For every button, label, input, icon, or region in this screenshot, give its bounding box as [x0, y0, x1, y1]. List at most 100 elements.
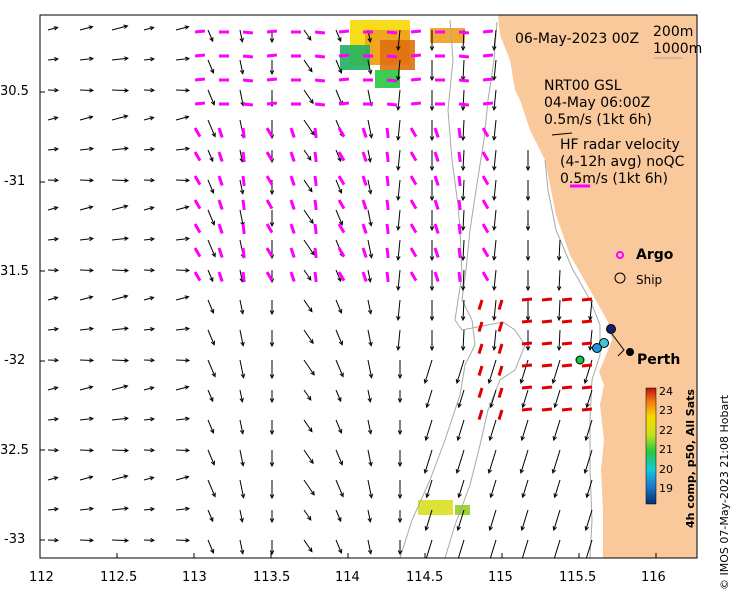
model-arrow-head	[588, 345, 593, 351]
model-arrow	[558, 239, 561, 260]
radar-arrow	[521, 297, 533, 302]
radar-arrow	[385, 271, 390, 283]
model-arrow-head	[492, 315, 497, 321]
model-arrow-head	[54, 147, 60, 152]
radar-arrow	[457, 271, 462, 283]
radar-arrow	[482, 101, 494, 106]
radar-arrow	[241, 151, 246, 163]
radar-arrow	[265, 223, 274, 234]
model-arrow-head	[184, 475, 190, 480]
model-arrow	[207, 119, 216, 137]
model-arrow-head	[552, 559, 555, 563]
model-scale-arrow	[551, 132, 573, 136]
model-arrow-head	[310, 250, 315, 256]
model-arrow-head	[396, 195, 401, 201]
radar-arrow	[458, 102, 470, 107]
model-arrow	[397, 299, 401, 320]
model-arrow	[143, 476, 154, 481]
radar-arrow	[266, 29, 278, 34]
radar-arrow	[337, 247, 346, 258]
radar-arrow	[385, 175, 390, 187]
model-arrow	[462, 239, 465, 260]
model-arrow	[458, 389, 465, 408]
model-arrow-head	[429, 76, 435, 82]
model-arrow-head	[488, 559, 491, 563]
model-arrow-head	[210, 308, 215, 314]
radar-arrow	[385, 223, 390, 235]
model-arrow-head	[88, 475, 94, 480]
model-arrow	[111, 57, 128, 61]
model-arrow	[111, 237, 128, 241]
radar-arrow	[481, 223, 490, 234]
model-arrow	[207, 29, 214, 42]
model-arrow-head	[184, 25, 190, 30]
model-arrow-head	[396, 165, 401, 171]
model-arrow	[335, 29, 342, 42]
model-arrow	[488, 359, 497, 384]
sst-patches	[340, 20, 470, 515]
radar-arrow	[458, 78, 470, 83]
model-arrow-head	[489, 403, 494, 409]
radar-arrow	[457, 175, 462, 187]
radar-arrow	[193, 223, 202, 234]
radar-arrow	[521, 363, 533, 368]
model-arrow-head	[54, 447, 60, 453]
model-arrow	[462, 89, 465, 110]
radar-arrow	[242, 54, 254, 59]
model-arrow-head	[429, 166, 435, 172]
model-arrow-head	[397, 550, 403, 556]
model-arrow	[489, 509, 497, 531]
model-arrow	[175, 116, 189, 121]
radar-arrow	[521, 341, 533, 346]
radar-arrow	[458, 54, 470, 59]
model-arrow	[367, 269, 371, 282]
radar-arrow	[477, 409, 484, 420]
model-arrow-head	[209, 157, 214, 163]
model-arrow	[143, 238, 154, 241]
model-arrow	[367, 389, 371, 402]
model-arrow-head	[520, 559, 523, 563]
model-arrow	[462, 59, 465, 80]
radar-arrow	[385, 151, 390, 163]
radar-arrow	[477, 365, 484, 376]
x-tick-label: 115	[488, 570, 513, 585]
model-arrow-head	[460, 46, 466, 52]
model-arrow	[111, 475, 128, 481]
radar-arrow	[385, 127, 390, 139]
model-arrow	[493, 29, 497, 50]
radar-arrow	[458, 30, 470, 35]
model-arrow-head	[429, 346, 435, 352]
model-arrow-head	[396, 45, 401, 51]
model-arrow-head	[556, 316, 562, 322]
model-arrow-head	[53, 26, 59, 31]
model-arrow-head	[307, 275, 312, 281]
model-arrow	[522, 389, 529, 408]
radar-arrow	[581, 341, 593, 346]
model-arrow	[367, 359, 373, 378]
radar-arrow	[361, 271, 368, 282]
model-arrow-head	[269, 222, 275, 228]
model-arrow-head	[150, 237, 156, 242]
model-arrow-head	[584, 559, 587, 563]
model-arrow	[239, 389, 243, 402]
radar-arrow	[314, 78, 326, 83]
radar-arrow	[410, 101, 422, 106]
model-arrow-head	[553, 493, 558, 499]
model-arrow-head	[210, 188, 215, 194]
model-arrow	[47, 476, 58, 481]
model-arrow	[303, 389, 312, 401]
model-arrow-head	[338, 548, 343, 554]
model-arrow-head	[89, 268, 95, 273]
radar-arrow	[241, 199, 246, 211]
model-arrow-head	[150, 417, 156, 422]
radar-arrow	[361, 247, 368, 258]
model-arrow	[175, 476, 189, 481]
radar-arrow	[457, 199, 462, 211]
model-arrow	[143, 26, 154, 31]
model-arrow-head	[367, 517, 372, 523]
model-arrow	[111, 147, 128, 151]
model-arrow-head	[240, 341, 245, 347]
model-arrow-head	[54, 87, 60, 93]
model-arrow-head	[150, 327, 156, 332]
model-arrow	[553, 539, 561, 558]
